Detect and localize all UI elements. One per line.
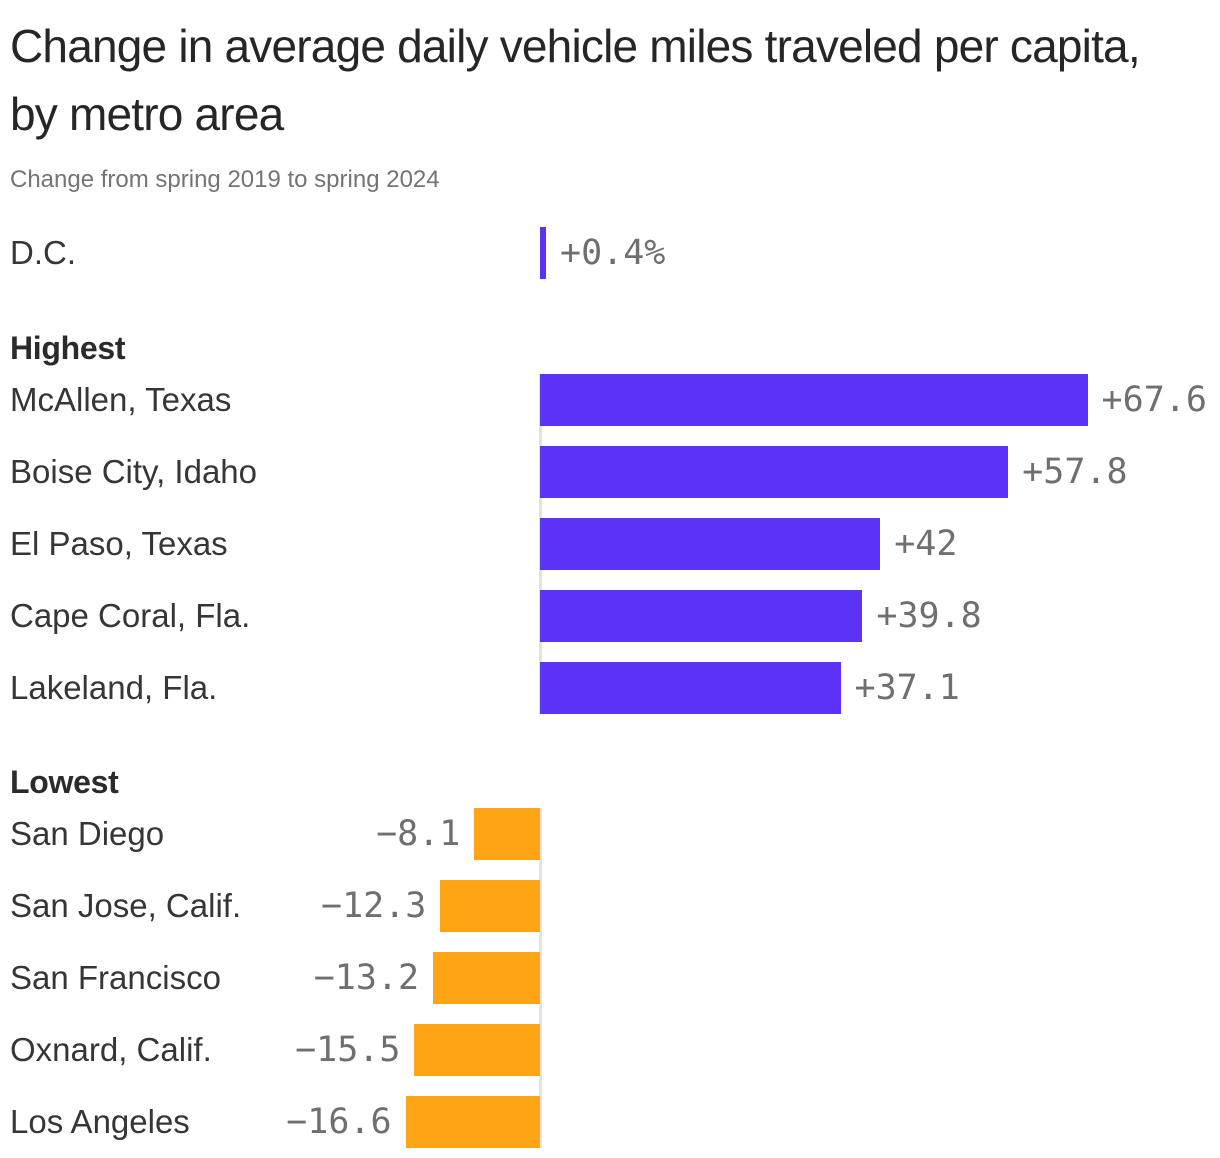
- negative-bar: [433, 952, 540, 1004]
- positive-bar: [540, 446, 1009, 498]
- value-label: −15.5: [295, 1030, 401, 1070]
- positive-bar: [540, 662, 841, 714]
- value-label: +57.8: [1022, 452, 1128, 492]
- positive-bar: [540, 518, 881, 570]
- category-label: Boise City, Idaho: [10, 453, 258, 490]
- positive-bar: [540, 227, 546, 279]
- value-label: +37.1: [854, 668, 960, 708]
- chart-subtitle: Change from spring 2019 to spring 2024: [10, 166, 440, 193]
- value-label: −16.6: [286, 1102, 392, 1142]
- positive-bar: [540, 590, 863, 642]
- negative-bar: [440, 880, 540, 932]
- positive-bar: [540, 374, 1088, 426]
- category-label: San Jose, Calif.: [10, 887, 242, 924]
- category-label: Lakeland, Fla.: [10, 669, 218, 706]
- chart-title: Change in average daily vehicle miles tr…: [10, 20, 1141, 140]
- category-label: San Francisco: [10, 959, 221, 996]
- category-label: Los Angeles: [10, 1103, 190, 1140]
- category-label: El Paso, Texas: [10, 525, 228, 562]
- section-header-highest: Highest: [10, 330, 126, 366]
- value-label: +42: [894, 524, 958, 564]
- value-label: +0.4%: [560, 233, 666, 273]
- negative-bar: [474, 808, 540, 860]
- category-label: D.C.: [10, 234, 76, 271]
- negative-bar: [405, 1096, 540, 1148]
- value-label: +67.6: [1101, 380, 1207, 420]
- category-label: San Diego: [10, 815, 165, 852]
- section-header-lowest: Lowest: [10, 764, 119, 800]
- negative-bar: [414, 1024, 540, 1076]
- value-label: −12.3: [321, 886, 427, 926]
- zero-axis-line: [539, 808, 542, 1148]
- value-label: −13.2: [313, 958, 420, 998]
- category-label: Oxnard, Calif.: [10, 1031, 212, 1068]
- value-label: +39.8: [876, 596, 982, 636]
- category-label: McAllen, Texas: [10, 381, 232, 418]
- value-label: −8.1: [376, 814, 461, 854]
- category-label: Cape Coral, Fla.: [10, 597, 251, 634]
